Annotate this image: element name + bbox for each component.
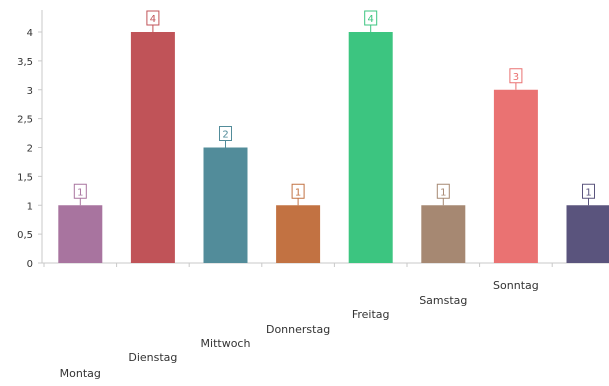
y-tick-label: 0 [27, 259, 33, 270]
bar-mittwoch [204, 148, 248, 264]
bars [58, 32, 609, 263]
y-tick-label: 2 [27, 144, 33, 155]
category-label: Montag [60, 367, 101, 380]
y-axis: 0 0,5 1 1,5 2 2,5 3 3,5 4 [17, 10, 42, 270]
y-tick-label: 2,5 [17, 115, 33, 126]
y-tick-label: 3,5 [17, 57, 33, 68]
y-tick-label: 3 [27, 86, 33, 97]
data-label: 1 [585, 187, 591, 198]
y-tick-label: 0,5 [17, 230, 33, 241]
category-label: Sonntag [493, 279, 539, 292]
bar-donnerstag [276, 205, 320, 263]
y-tick-label: 1 [27, 201, 33, 212]
category-label: Freitag [352, 308, 390, 321]
bar-freitag [349, 32, 393, 263]
x-axis [42, 263, 609, 267]
bar-unlabeled [567, 205, 609, 263]
data-label: 1 [295, 187, 301, 198]
category-label: Donnerstag [266, 323, 330, 336]
data-label: 3 [513, 72, 519, 83]
category-label: Samstag [419, 294, 467, 307]
y-tick-label: 4 [27, 28, 33, 39]
bar-samstag [421, 205, 465, 263]
data-label: 1 [440, 187, 446, 198]
bar-sonntag [494, 90, 538, 263]
category-label: Dienstag [128, 351, 177, 364]
category-label: Mittwoch [201, 337, 251, 350]
bar-dienstag [131, 32, 175, 263]
category-labels: Montag Dienstag Mittwoch Donnerstag Freitag S… [60, 279, 539, 380]
y-tick-label: 1,5 [17, 172, 33, 183]
bar-montag [58, 205, 102, 263]
data-label: 2 [222, 130, 228, 141]
data-label: 4 [150, 14, 156, 25]
data-label: 1 [77, 187, 83, 198]
data-label: 4 [368, 14, 374, 25]
